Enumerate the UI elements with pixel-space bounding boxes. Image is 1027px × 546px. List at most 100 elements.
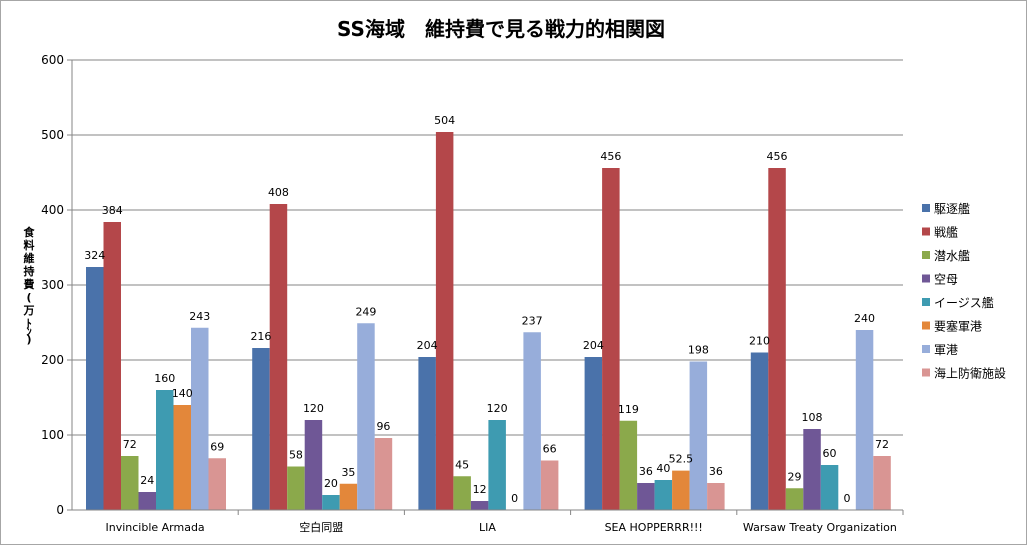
- data-label: 20: [324, 477, 338, 490]
- data-label: 204: [583, 339, 604, 352]
- x-tick-label: Invincible Armada: [105, 521, 204, 534]
- data-label: 0: [511, 492, 518, 505]
- legend-label: 軍港: [934, 343, 958, 357]
- legend-swatch: [922, 227, 930, 236]
- bar: [768, 168, 786, 510]
- bars: [86, 132, 891, 510]
- legend-swatch: [922, 298, 930, 306]
- data-label: 120: [487, 402, 508, 415]
- legend-swatch: [922, 368, 930, 377]
- data-labels: 3243847224160140243692164085812020352499…: [84, 114, 889, 505]
- data-label: 456: [600, 150, 621, 163]
- bar: [820, 465, 839, 510]
- data-label: 35: [341, 466, 355, 479]
- data-label: 119: [618, 403, 639, 416]
- chart-title: SS海域 維持費で見る戦力的相関図: [337, 17, 665, 41]
- data-label: 216: [250, 330, 271, 343]
- bar: [689, 361, 708, 510]
- bar: [374, 438, 393, 510]
- data-label: 456: [767, 150, 788, 163]
- x-tick-label: SEA HOPPERRR!!!: [605, 521, 703, 534]
- data-label: 120: [303, 402, 324, 415]
- legend-label: 駆逐艦: [934, 202, 970, 216]
- bar: [619, 420, 638, 510]
- data-label: 0: [844, 492, 851, 505]
- y-axis-title-char: (: [26, 291, 31, 304]
- bar: [584, 357, 603, 510]
- data-label: 36: [639, 465, 653, 478]
- legend-label: 潜水艦: [934, 249, 970, 263]
- bar: [707, 483, 725, 510]
- data-label: 58: [289, 449, 303, 462]
- data-label: 249: [355, 305, 376, 318]
- y-axis-title-char: 料: [24, 238, 35, 252]
- bar: [322, 495, 340, 510]
- bar: [488, 420, 506, 510]
- bar: [339, 483, 358, 510]
- bar: [269, 204, 288, 510]
- data-label: 69: [210, 440, 224, 453]
- data-label: 24: [140, 474, 154, 487]
- bar: [208, 458, 226, 510]
- bar: [672, 470, 690, 510]
- data-label: 45: [455, 458, 469, 471]
- bar: [191, 327, 209, 510]
- y-axis-title-char: ﾝ: [26, 325, 32, 338]
- bar: [103, 222, 121, 510]
- data-label: 66: [543, 443, 557, 456]
- bar: [654, 480, 673, 510]
- bar: [540, 460, 559, 510]
- bar: [156, 390, 174, 510]
- bar: [453, 476, 471, 510]
- data-label: 210: [749, 335, 770, 348]
- bar: [785, 488, 804, 510]
- bar: [304, 420, 323, 510]
- bar: [873, 456, 891, 510]
- bar: [750, 352, 769, 510]
- data-label: 29: [788, 470, 802, 483]
- y-axis-title-char: 万: [23, 304, 35, 317]
- data-label: 160: [154, 372, 175, 385]
- y-tick-label: 100: [41, 428, 64, 442]
- data-label: 198: [688, 344, 709, 357]
- data-label: 96: [376, 420, 390, 433]
- data-label: 243: [189, 310, 210, 323]
- legend-label: 戦艦: [934, 226, 958, 240]
- data-label: 384: [102, 204, 123, 217]
- bar: [138, 492, 156, 510]
- bar: [121, 456, 139, 510]
- legend-label: イージス艦: [934, 296, 994, 310]
- legend-label: 要塞軍港: [934, 319, 982, 334]
- y-tick-label: 500: [41, 128, 64, 142]
- legend-swatch: [922, 251, 930, 259]
- x-tick-label: LIA: [479, 521, 496, 534]
- data-label: 60: [823, 447, 837, 460]
- data-label: 72: [123, 438, 137, 451]
- y-tick-label: 0: [56, 503, 64, 517]
- y-axis-title-char: ): [26, 333, 31, 346]
- y-tick-label: 600: [41, 53, 64, 67]
- bar: [637, 483, 655, 510]
- bar: [252, 348, 270, 510]
- data-label: 36: [709, 465, 723, 478]
- legend-swatch: [922, 321, 930, 330]
- legend-swatch: [922, 345, 930, 353]
- data-label: 324: [84, 249, 105, 262]
- bar: [803, 429, 821, 510]
- bar: [418, 357, 436, 510]
- bar: [523, 332, 541, 510]
- bar: [470, 501, 489, 510]
- data-label: 237: [522, 314, 543, 327]
- bar: [855, 330, 874, 510]
- x-tick-label: Warsaw Treaty Organization: [743, 521, 897, 534]
- legend-label: 空母: [934, 273, 958, 287]
- data-label: 40: [656, 462, 670, 475]
- bar: [173, 405, 191, 510]
- y-axis-title-char: ﾄ: [26, 317, 32, 330]
- y-axis-title-char: 持: [24, 264, 35, 278]
